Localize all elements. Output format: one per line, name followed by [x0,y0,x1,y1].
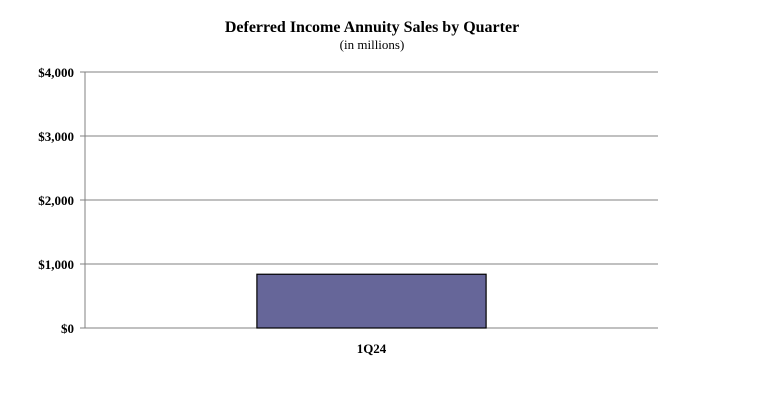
y-tick-label: $2,000 [38,193,74,208]
y-tick-label: $0 [61,321,74,336]
y-tick-label: $4,000 [38,65,74,80]
bars [256,273,487,329]
x-axis-tick-labels: 1Q24 [357,341,387,356]
gridlines [80,71,658,329]
y-axis-tick-labels: $0 $1,000 $2,000 $3,000 $4,000 [38,65,74,336]
y-tick-label: $1,000 [38,257,74,272]
y-tick-label: $3,000 [38,129,74,144]
chart-title: Deferred Income Annuity Sales by Quarter [225,19,519,36]
bar [256,273,487,329]
x-tick-label: 1Q24 [357,341,387,356]
chart-subtitle: (in millions) [340,37,405,52]
